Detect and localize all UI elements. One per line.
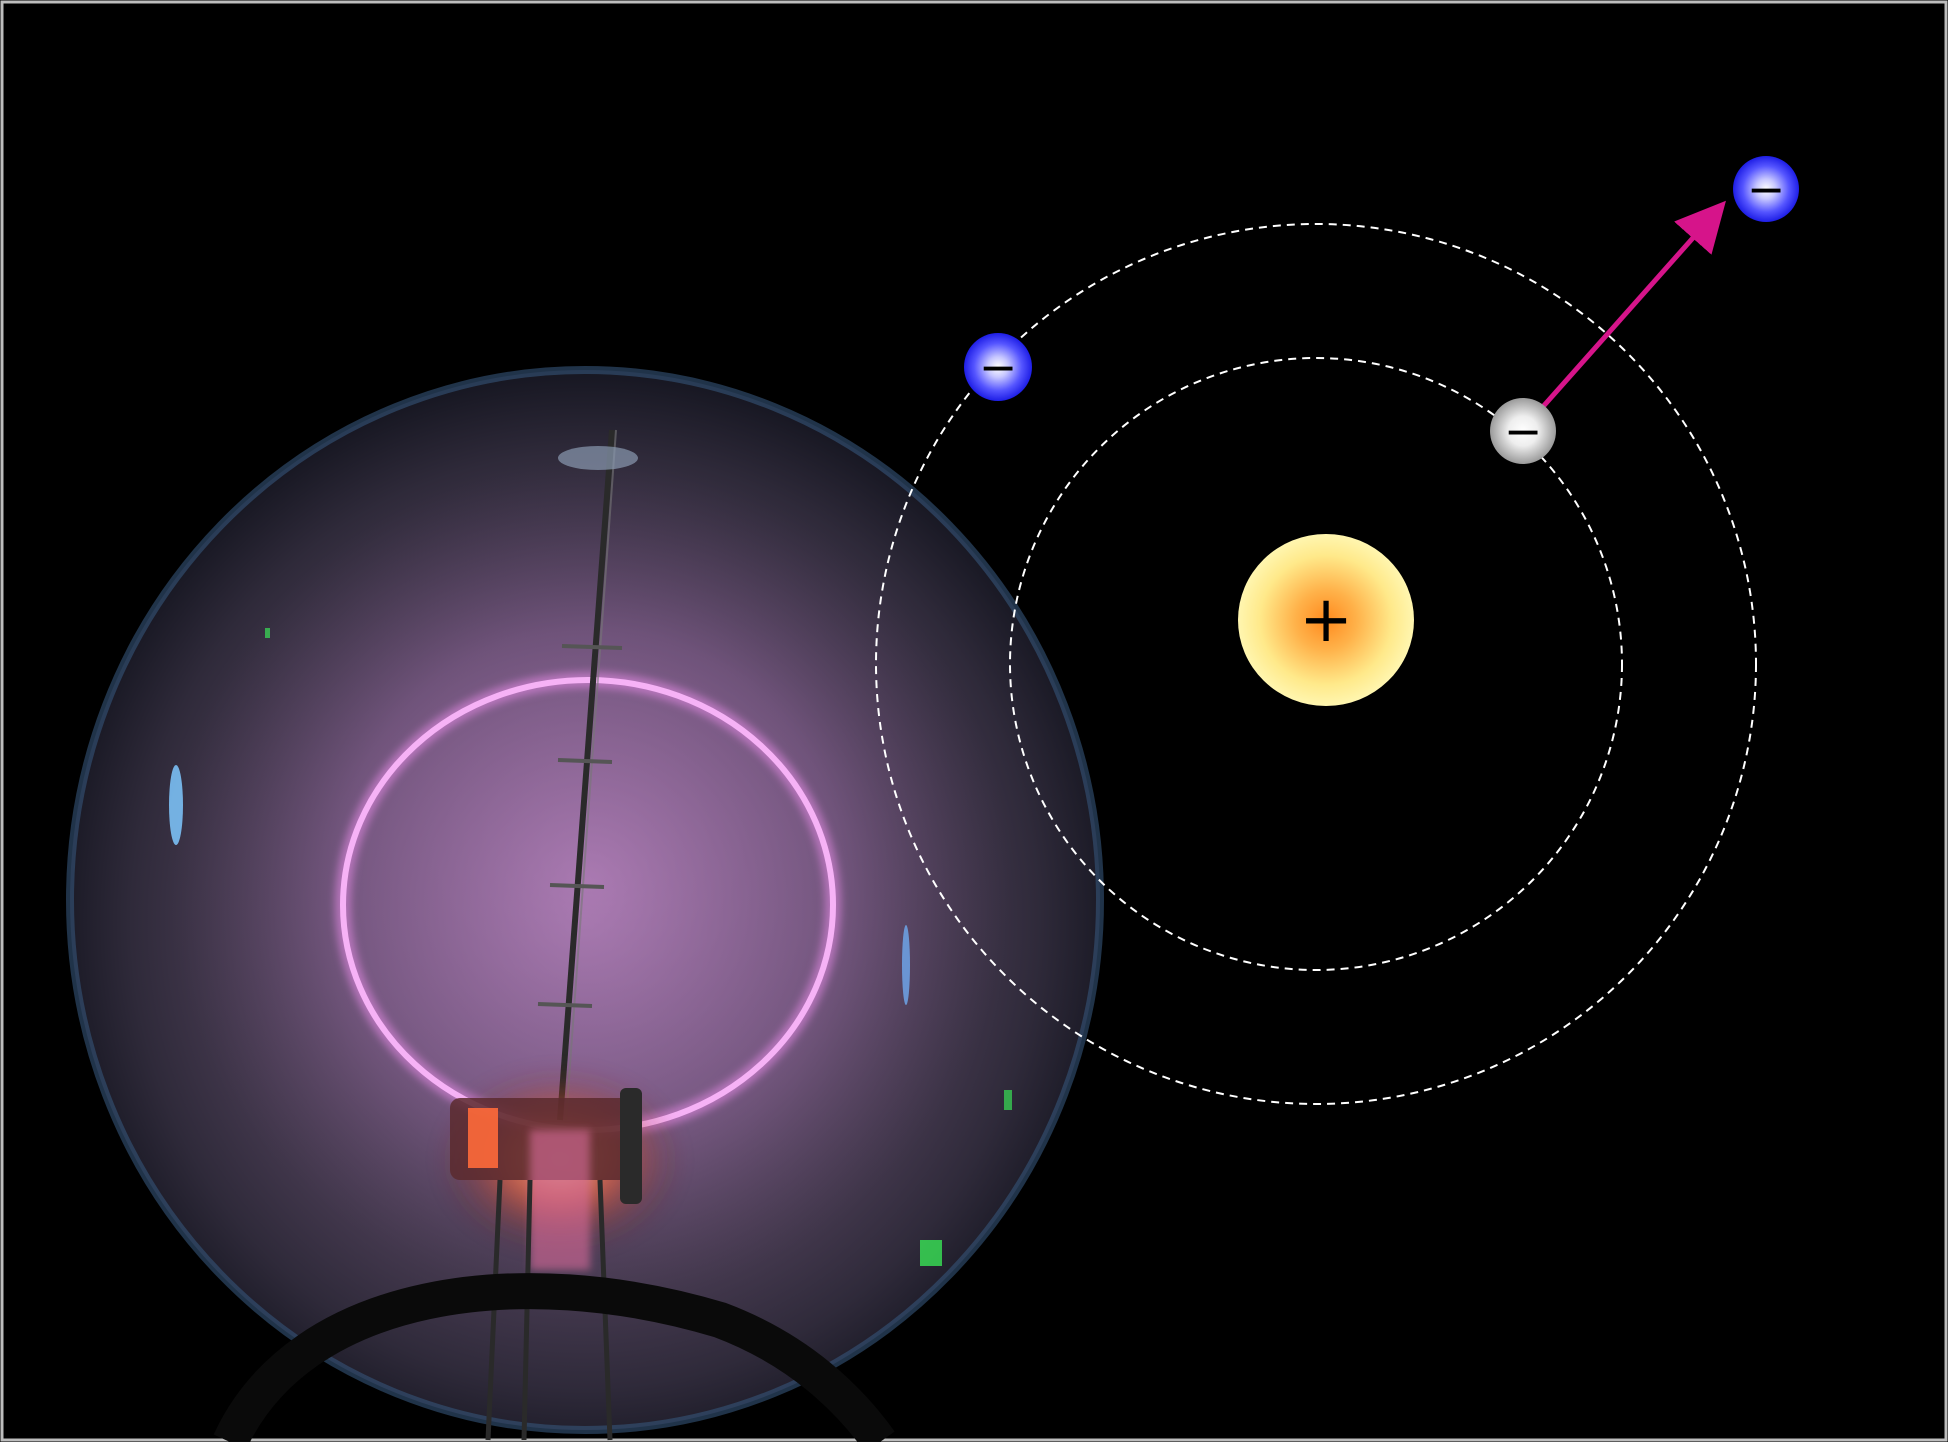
electron-body (1733, 156, 1799, 222)
outer-orbit (875, 223, 1757, 1105)
scale-mark (537, 1002, 593, 1008)
nucleus: + (1238, 534, 1414, 706)
outer-shell-electron: − (964, 333, 1032, 401)
electron-body (1490, 398, 1556, 464)
ejection-arrow (1538, 200, 1726, 412)
inner-shell-electron: − (1490, 398, 1556, 464)
electron-gun-anode (620, 1088, 642, 1204)
electron-gun-window (468, 1108, 498, 1168)
electron-charge-sign: − (1504, 404, 1543, 458)
nucleus-body (1238, 534, 1414, 706)
nucleus-charge-sign: + (1299, 583, 1353, 657)
lead-wire (521, 1179, 533, 1441)
electron-charge-sign: − (979, 340, 1018, 394)
beam-tube-photo (66, 366, 1104, 1442)
reflection-spot (1004, 1090, 1012, 1110)
scale-mark (549, 883, 605, 889)
electron-body (964, 333, 1032, 401)
power-cable (213, 1273, 895, 1442)
scale-mark (557, 758, 613, 764)
bulb-inner-glow (170, 460, 1010, 1300)
pink-emission (530, 1130, 590, 1270)
ejected-electron: − (1733, 156, 1799, 222)
inner-orbit (1009, 357, 1623, 971)
reflection-spot (920, 1240, 942, 1266)
glass-rim (66, 366, 1104, 1434)
atom-diagram: + − − − (875, 156, 1799, 1105)
scale-mark (561, 644, 623, 650)
reflection-spot (265, 628, 270, 638)
reflection-spot (169, 765, 183, 845)
electron-charge-sign: − (1747, 162, 1786, 216)
reflection-spot (902, 925, 910, 1005)
rod-top-cap (558, 446, 638, 470)
